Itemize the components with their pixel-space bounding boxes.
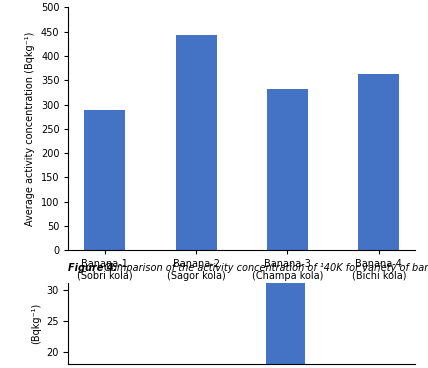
Bar [84,110,125,250]
Text: Figure 4.: Figure 4. [68,263,118,273]
Bar [358,74,399,250]
Bar [267,89,308,250]
Text: Comparison of the activity concentration of ¹40K for variety of banana samples.: Comparison of the activity concentration… [101,263,428,273]
Bar [175,35,217,250]
Y-axis label: (Bqkg⁻¹): (Bqkg⁻¹) [31,303,41,344]
Bar [266,212,305,364]
Y-axis label: Average activity concentration (Bqkg⁻¹): Average activity concentration (Bqkg⁻¹) [25,32,35,226]
